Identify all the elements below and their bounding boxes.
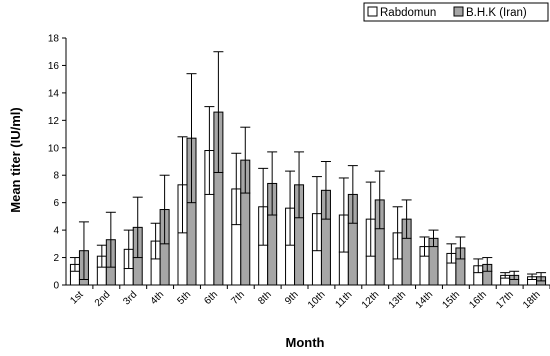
error-bars-layer — [69, 51, 547, 282]
legend-swatch-bhk-iran — [453, 6, 464, 17]
legend: Rabdomun B.H.K (Iran) — [363, 2, 549, 22]
error-bar-bhk-iran-15th — [455, 236, 466, 260]
error-bar-bhk-iran-16th — [482, 257, 493, 272]
legend-swatch-rabdomun — [367, 6, 378, 17]
x-tick-label-15th: 15th — [440, 289, 462, 311]
x-tick-label-7th: 7th — [229, 289, 247, 307]
y-tick-label-18: 18 — [48, 34, 60, 45]
error-bar-rabdomun-7th — [231, 152, 242, 226]
x-tick-label-17th: 17th — [494, 289, 516, 311]
x-tick-label-5th: 5th — [176, 289, 194, 307]
error-bar-rabdomun-11th — [338, 177, 349, 253]
error-bar-rabdomun-10th — [311, 176, 322, 252]
error-bar-bhk-iran-6th — [213, 51, 224, 173]
error-bar-rabdomun-4th — [150, 222, 161, 260]
error-bar-bhk-iran-17th — [509, 270, 520, 281]
error-bar-bhk-iran-3rd — [132, 196, 143, 259]
error-bar-rabdomun-8th — [258, 167, 269, 246]
error-bar-bhk-iran-9th — [294, 151, 305, 219]
x-tick-label-12th: 12th — [360, 289, 382, 311]
error-bar-rabdomun-16th — [473, 258, 484, 274]
error-bar-bhk-iran-11th — [347, 165, 358, 224]
error-bar-bhk-iran-2nd — [105, 211, 116, 268]
error-bar-rabdomun-15th — [446, 243, 457, 264]
x-tick-label-8th: 8th — [256, 289, 274, 307]
error-bar-bhk-iran-4th — [159, 174, 170, 245]
error-bar-rabdomun-6th — [204, 106, 215, 195]
error-bar-rabdomun-1st — [69, 257, 80, 272]
error-bar-bhk-iran-8th — [267, 151, 278, 216]
error-bar-bhk-iran-10th — [320, 161, 331, 220]
x-tick-label-13th: 13th — [387, 289, 409, 311]
x-tick-label-11th: 11th — [333, 289, 354, 310]
x-tick-label-3rd: 3rd — [121, 289, 139, 307]
error-bar-bhk-iran-7th — [240, 126, 251, 194]
error-bar-bhk-iran-14th — [428, 229, 439, 248]
y-tick-label-10: 10 — [48, 143, 60, 154]
y-tick-label-14: 14 — [48, 88, 60, 99]
error-bar-rabdomun-9th — [285, 170, 296, 246]
error-bar-bhk-iran-1st — [78, 221, 89, 281]
y-tick-label-12: 12 — [48, 116, 60, 127]
y-tick-label-0: 0 — [53, 281, 59, 292]
legend-label-rabdomun: Rabdomun — [380, 7, 436, 19]
error-bar-rabdomun-14th — [419, 236, 430, 257]
error-bar-rabdomun-3rd — [123, 229, 134, 270]
x-tick-label-1st: 1st — [68, 289, 85, 306]
error-bar-bhk-iran-12th — [374, 170, 385, 230]
error-bar-rabdomun-17th — [500, 272, 511, 279]
legend-label-bhk-iran: B.H.K (Iran) — [466, 7, 527, 19]
y-tick-label-4: 4 — [53, 226, 59, 237]
x-tick-label-6th: 6th — [202, 289, 220, 307]
x-tick-label-4th: 4th — [149, 289, 167, 307]
x-tick-label-10th: 10th — [306, 289, 328, 311]
y-tick-label-6: 6 — [53, 198, 59, 209]
x-axis-title: Month — [286, 335, 325, 350]
x-tick-label-2nd: 2nd — [93, 289, 113, 309]
x-tick-label-9th: 9th — [283, 289, 301, 307]
error-bar-bhk-iran-5th — [186, 73, 197, 204]
error-bar-rabdomun-5th — [177, 136, 188, 234]
x-tick-label-16th: 16th — [467, 289, 489, 311]
error-bar-bhk-iran-13th — [401, 199, 412, 239]
error-bar-rabdomun-13th — [392, 206, 403, 260]
error-bar-bhk-iran-18th — [536, 272, 547, 282]
y-tick-label-8: 8 — [53, 171, 59, 182]
y-tick-label-16: 16 — [48, 61, 60, 72]
y-tick-label-2: 2 — [53, 253, 59, 264]
error-bar-rabdomun-2nd — [96, 244, 107, 268]
error-bar-rabdomun-12th — [365, 181, 376, 257]
error-bar-rabdomun-18th — [527, 273, 538, 281]
x-tick-label-14th: 14th — [414, 289, 436, 311]
y-axis-title: Mean titer (IU/ml) — [8, 107, 23, 212]
x-tick-label-18th: 18th — [521, 289, 543, 311]
